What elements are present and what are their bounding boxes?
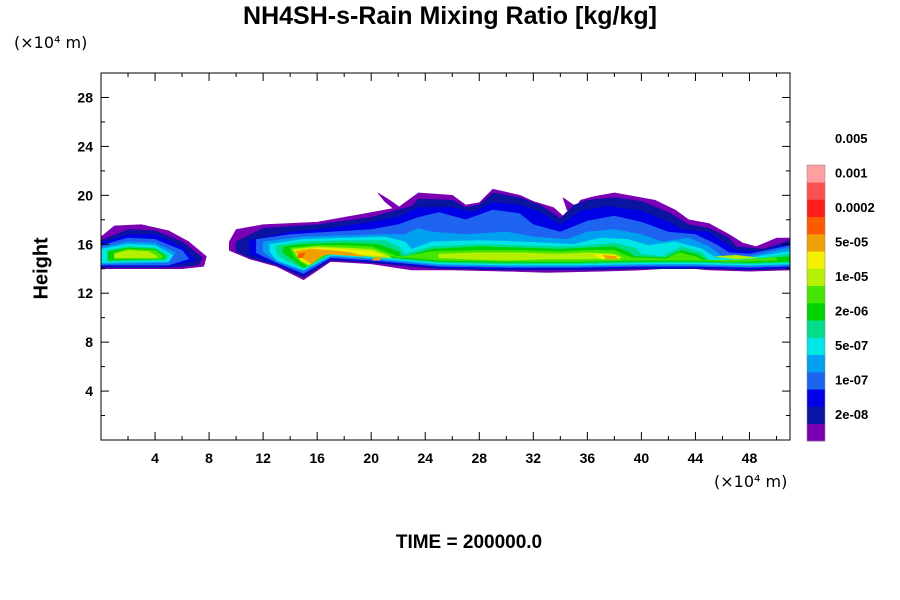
legend-label-1: 1e-07 — [835, 373, 868, 388]
legend-swatch-14 — [807, 182, 825, 200]
x-tick-label-28: 28 — [471, 450, 487, 466]
contour-region-level-11-2 — [603, 255, 618, 260]
legend-label-4: 1e-05 — [835, 269, 868, 284]
legend-swatch-3 — [807, 372, 825, 390]
x-tick-label-4: 4 — [151, 450, 159, 466]
legend-swatch-7 — [807, 303, 825, 321]
y-tick-label-24: 24 — [77, 138, 93, 154]
legend-border — [806, 164, 826, 442]
x-tick-label-16: 16 — [309, 450, 325, 466]
y-axis-unit: (×10⁴ m) — [14, 33, 88, 52]
x-axis-unit: (×10⁴ m) — [714, 472, 788, 491]
x-tick-label-8: 8 — [205, 450, 213, 466]
x-tick-label-24: 24 — [417, 450, 433, 466]
contour-region-level-9-2 — [438, 252, 623, 261]
legend-swatch-13 — [807, 199, 825, 218]
contour-region-level-11-1 — [372, 257, 383, 261]
legend-swatch-12 — [807, 216, 825, 235]
x-tick-label-36: 36 — [580, 450, 596, 466]
legend-label-3: 2e-06 — [835, 304, 868, 319]
x-tick-label-44: 44 — [688, 450, 704, 466]
legend-swatch-10 — [807, 251, 825, 269]
x-tick-label-40: 40 — [634, 450, 650, 466]
y-tick-label-4: 4 — [85, 383, 93, 399]
contour-region-level-11-0 — [295, 248, 365, 265]
time-label: TIME = 200000.0 — [395, 532, 543, 553]
legend-swatch-6 — [807, 320, 825, 338]
legend-label-2: 5e-07 — [835, 338, 868, 353]
x-tick-label-32: 32 — [526, 450, 542, 466]
legend-swatch-8 — [807, 285, 825, 304]
y-tick-label-20: 20 — [77, 187, 93, 203]
legend-label-7: 0.001 — [835, 166, 868, 181]
y-tick-label-8: 8 — [85, 334, 93, 350]
y-tick-label-16: 16 — [77, 236, 93, 252]
contour-fields — [101, 188, 790, 281]
contour-region-level-9-3 — [715, 255, 757, 260]
legend-label-8: 0.005 — [835, 131, 868, 146]
contour-region-level-12-0 — [297, 252, 306, 259]
legend-swatch-1 — [807, 406, 825, 425]
legend-swatch-5 — [807, 337, 825, 356]
y-tick-label-12: 12 — [77, 285, 93, 301]
legend-label-0: 2e-08 — [835, 407, 868, 422]
legend-swatch-15 — [807, 165, 825, 183]
legend-label-6: 0.0002 — [835, 200, 875, 215]
legend-swatch-4 — [807, 354, 825, 373]
legend-label-5: 5e-05 — [835, 235, 868, 250]
x-tick-label-20: 20 — [363, 450, 379, 466]
contour-region-level-9-0 — [114, 250, 158, 259]
plot-frame — [100, 72, 791, 441]
y-tick-label-28: 28 — [77, 89, 93, 105]
legend-swatch-11 — [807, 234, 825, 252]
legend-swatch-9 — [807, 268, 825, 287]
x-tick-label-12: 12 — [255, 450, 271, 466]
color-legend: 2e-08 1e-07 5e-07 2e-06 1e-05 5e-05 0.0002 0.00… — [806, 131, 875, 442]
legend-swatch-2 — [807, 389, 825, 407]
x-tick-label-48: 48 — [742, 450, 758, 466]
legend-swatch-0 — [807, 423, 825, 442]
chart-title: NH4SH-s-Rain Mixing Ratio [kg/kg] — [243, 2, 657, 30]
